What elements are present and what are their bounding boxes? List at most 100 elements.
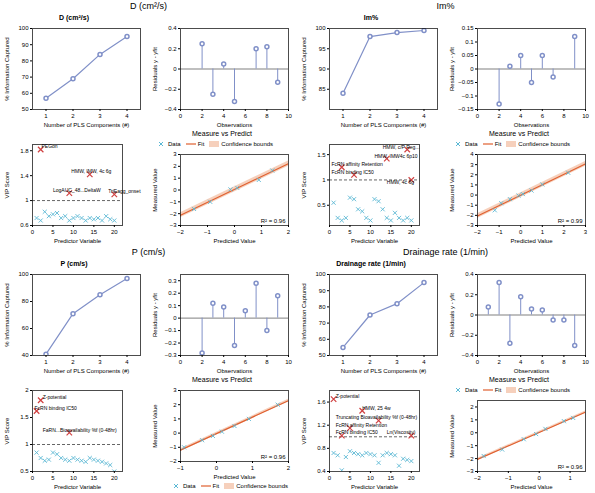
svg-text:10: 10 [70, 475, 77, 481]
svg-text:4: 4 [422, 359, 426, 365]
svg-text:FcRN affinity Retention: FcRN affinity Retention [332, 161, 384, 167]
svg-text:50: 50 [22, 106, 29, 112]
svg-text:10: 10 [582, 113, 589, 119]
svg-text:VIP Score: VIP Score [4, 417, 10, 445]
svg-text:Observations: Observations [514, 368, 549, 374]
svg-text:1: 1 [251, 465, 255, 471]
svg-text:100: 100 [18, 271, 29, 277]
svg-text:−2: −2 [177, 229, 185, 235]
svg-text:2: 2 [368, 113, 372, 119]
svg-text:15: 15 [388, 475, 395, 481]
svg-text:R² = 0.96: R² = 0.96 [261, 454, 287, 460]
svg-text:0.2: 0.2 [168, 46, 177, 52]
svg-text:4: 4 [519, 359, 523, 365]
svg-text:10: 10 [70, 229, 77, 235]
svg-text:0: 0 [31, 229, 35, 235]
svg-text:−3: −3 [170, 222, 178, 228]
svg-text:20: 20 [111, 229, 118, 235]
svg-text:FcRN affinity Retention: FcRN affinity Retention [336, 422, 388, 428]
svg-text:3: 3 [395, 113, 399, 119]
svg-text:2: 2 [25, 387, 29, 393]
svg-text:Residuals y - yfit: Residuals y - yfit [152, 47, 158, 91]
svg-text:1: 1 [341, 113, 345, 119]
svg-text:60: 60 [319, 336, 326, 342]
svg-text:Measured Value: Measured Value [152, 168, 158, 212]
svg-text:3: 3 [395, 359, 399, 365]
svg-text:0.4: 0.4 [168, 25, 177, 31]
svg-text:% Information Captured: % Information Captured [4, 37, 10, 100]
svg-text:15: 15 [91, 475, 98, 481]
svg-text:FaRN...Bioavailability %f (0-4: FaRN...Bioavailability %f (0-48hr) [43, 427, 117, 433]
svg-text:Predicted Value: Predicted Value [214, 238, 257, 244]
svg-text:0.2: 0.2 [465, 292, 474, 298]
svg-text:60: 60 [22, 325, 29, 331]
svg-text:0.8: 0.8 [317, 445, 326, 451]
svg-text:Observations: Observations [217, 368, 252, 374]
svg-text:1: 1 [341, 359, 345, 365]
svg-text:2: 2 [71, 359, 75, 365]
svg-text:1.6: 1.6 [317, 399, 326, 405]
svg-text:0: 0 [538, 475, 542, 481]
svg-text:VIP Score: VIP Score [4, 171, 10, 199]
svg-text:−1: −1 [170, 444, 178, 450]
svg-text:−0.4: −0.4 [165, 106, 178, 112]
svg-text:Measured Value: Measured Value [449, 414, 455, 458]
svg-text:5: 5 [51, 475, 55, 481]
svg-text:−0.05: −0.05 [458, 79, 474, 85]
svg-text:5: 5 [348, 475, 352, 481]
svg-text:HMW, 4c 6g: HMW, 4c 6g [387, 179, 414, 185]
svg-text:1.2: 1.2 [317, 422, 326, 428]
svg-text:Residuals y - yfit: Residuals y - yfit [449, 293, 455, 337]
svg-text:0: 0 [476, 113, 480, 119]
svg-text:50: 50 [319, 352, 326, 358]
svg-text:10: 10 [367, 475, 374, 481]
svg-text:0.1: 0.1 [465, 39, 474, 45]
svg-text:1: 1 [173, 416, 177, 422]
svg-text:−1: −1 [467, 443, 475, 449]
svg-text:0.3: 0.3 [168, 278, 177, 284]
svg-text:0: 0 [31, 475, 35, 481]
svg-text:LogAUC_48...DeltaW: LogAUC_48...DeltaW [53, 187, 101, 193]
svg-text:6: 6 [541, 359, 545, 365]
svg-text:−2: −2 [170, 211, 178, 217]
svg-text:1.8: 1.8 [20, 148, 29, 154]
svg-text:10: 10 [582, 359, 589, 365]
svg-text:0: 0 [215, 465, 219, 471]
svg-text:0: 0 [470, 312, 474, 318]
svg-text:4: 4 [422, 113, 426, 119]
svg-text:15: 15 [91, 229, 98, 235]
svg-text:−3: −3 [467, 222, 475, 228]
svg-text:8: 8 [562, 359, 566, 365]
svg-text:Predictor Variable: Predictor Variable [351, 484, 399, 490]
svg-text:Measured Value: Measured Value [152, 404, 158, 448]
svg-text:70: 70 [319, 320, 326, 326]
svg-text:R² = 0.96: R² = 0.96 [261, 218, 287, 224]
svg-text:% Information Captured: % Information Captured [301, 283, 307, 346]
svg-text:−0.3: −0.3 [165, 352, 178, 358]
svg-text:−1: −1 [170, 199, 178, 205]
svg-text:2: 2 [562, 229, 566, 235]
svg-text:−1: −1 [177, 465, 185, 471]
svg-text:2: 2 [173, 402, 177, 408]
svg-text:6: 6 [541, 113, 545, 119]
svg-text:1: 1 [173, 175, 177, 181]
svg-text:2: 2 [287, 465, 291, 471]
svg-text:10: 10 [367, 229, 374, 235]
svg-text:0: 0 [173, 187, 177, 193]
svg-text:−2: −2 [474, 229, 482, 235]
svg-text:Predictor Variable: Predictor Variable [54, 484, 102, 490]
svg-text:1: 1 [44, 359, 48, 365]
svg-text:10: 10 [285, 113, 292, 119]
svg-text:40: 40 [22, 352, 29, 358]
svg-text:0: 0 [476, 359, 480, 365]
svg-text:5: 5 [51, 229, 55, 235]
svg-text:−2: −2 [467, 212, 475, 218]
svg-text:3: 3 [173, 387, 177, 393]
svg-text:3: 3 [173, 151, 177, 157]
svg-text:0: 0 [173, 430, 177, 436]
svg-text:Predicted Value: Predicted Value [511, 484, 554, 490]
svg-text:0.05: 0.05 [462, 52, 474, 58]
svg-text:1: 1 [322, 177, 326, 183]
svg-text:2: 2 [497, 113, 501, 119]
svg-text:Predicted Value: Predicted Value [511, 238, 554, 244]
